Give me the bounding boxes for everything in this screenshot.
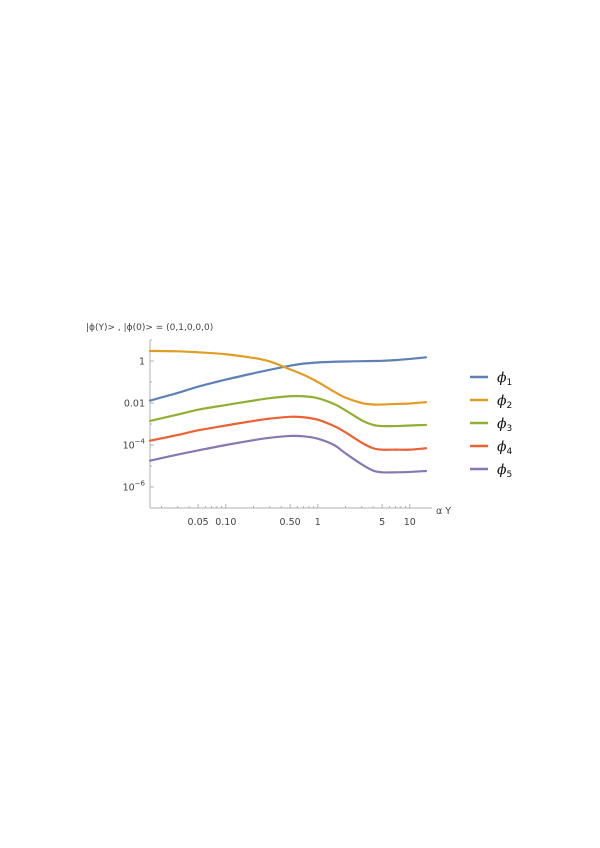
legend-label-phi4: ϕ4 [497,439,513,457]
series-lines [148,349,428,474]
y-tick-label: 10−6 [123,480,146,494]
x-tick-label: 0.50 [280,517,301,528]
legend-label-phi2: ϕ2 [497,393,512,411]
legend-label-phi3: ϕ3 [497,416,512,434]
axes: 0.05 0.10 0.50 1 5 10 1 0.01 10−4 10−6 [123,339,432,528]
x-tick-label: 1 [315,517,321,528]
x-axis-label: α Y [436,506,451,517]
series-line-phi4 [148,415,428,451]
x-tick-label: 0.10 [215,517,236,528]
series-line-phi5 [148,434,428,474]
series-line-phi3 [148,394,428,428]
y-tick-label: 1 [139,357,145,368]
chart-title: |ϕ(Y)> , |ϕ(0)> = (0,1,0,0,0) [86,323,213,333]
x-tick-label: 5 [379,517,385,528]
y-tick-label: 0.01 [124,399,145,410]
series-line-phi1 [148,356,428,402]
legend: ϕ1 ϕ2 ϕ3 ϕ4 ϕ5 [470,370,513,480]
legend-label-phi5: ϕ5 [497,462,512,480]
series-line-phi2 [148,349,428,406]
y-tick-label: 10−4 [123,438,146,452]
legend-label-phi1: ϕ1 [497,370,512,388]
x-tick-label: 10 [404,517,416,528]
x-tick-label: 0.05 [188,517,209,528]
